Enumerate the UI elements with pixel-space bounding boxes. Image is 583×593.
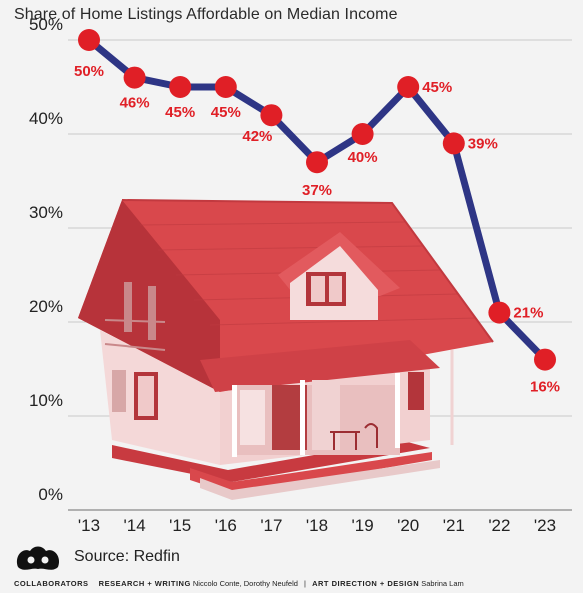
data-point [260, 104, 283, 127]
y-axis-ticks: 0% 10% 20% 30% 40% 50% [29, 15, 63, 504]
data-label: 39% [468, 135, 498, 152]
data-label: 16% [530, 379, 560, 396]
credits-divider: | [304, 579, 306, 588]
data-label: 50% [74, 63, 104, 80]
credits-line: COLLABORATORS RESEARCH + WRITING Niccolo… [14, 579, 464, 588]
house-illustration [78, 199, 494, 500]
x-tick-label: '22 [488, 516, 510, 535]
research-label: RESEARCH + WRITING [98, 579, 191, 588]
brand-name: COLLABORATORS [14, 579, 89, 588]
data-label: 42% [242, 128, 272, 145]
data-point [214, 76, 237, 98]
data-points [78, 29, 556, 371]
x-tick-label: '20 [397, 516, 419, 535]
x-tick-label: '21 [443, 516, 465, 535]
data-label: 45% [211, 104, 241, 121]
data-point [169, 76, 192, 98]
data-point [534, 348, 556, 371]
y-tick-label: 50% [29, 15, 63, 34]
data-label: 46% [120, 95, 150, 112]
x-tick-label: '14 [124, 516, 146, 535]
data-point [442, 132, 465, 155]
data-label: 45% [165, 104, 195, 121]
data-point [488, 301, 511, 324]
data-label: 40% [348, 149, 378, 166]
y-tick-label: 40% [29, 109, 63, 128]
data-point [78, 29, 100, 51]
x-tick-label: '23 [534, 516, 556, 535]
y-tick-label: 10% [29, 391, 63, 410]
x-tick-label: '18 [306, 516, 328, 535]
y-tick-label: 30% [29, 203, 63, 222]
x-tick-label: '17 [260, 516, 282, 535]
research-names: Niccolo Conte, Dorothy Neufeld [192, 579, 298, 588]
y-tick-label: 20% [29, 297, 63, 316]
data-point [306, 151, 328, 174]
data-labels: 50%46%45% 45%42%37%40%45%39%21%16% [74, 63, 560, 396]
collaborators-logo-icon [16, 546, 60, 570]
x-axis-ticks: '13 '14 '15 '16 '17 '18 '19 '20 '21 '22 '23 [78, 516, 556, 535]
x-tick-label: '19 [352, 516, 374, 535]
data-point [351, 123, 374, 145]
data-point [123, 66, 146, 89]
x-tick-label: '13 [78, 516, 100, 535]
x-tick-label: '15 [169, 516, 191, 535]
x-tick-label: '16 [215, 516, 237, 535]
source-note: Source: Redfin [74, 548, 180, 565]
line-chart: 0% 10% 20% 30% 40% 50% [29, 15, 572, 535]
data-label: 45% [422, 79, 452, 96]
data-label: 37% [302, 182, 332, 199]
chart-title: Share of Home Listings Affordable on Med… [14, 6, 398, 23]
data-label: 21% [513, 305, 543, 322]
design-names: Sabrina Lam [421, 579, 464, 588]
y-tick-label: 0% [38, 485, 63, 504]
data-point [397, 76, 420, 98]
design-label: ART DIRECTION + DESIGN [312, 579, 420, 588]
